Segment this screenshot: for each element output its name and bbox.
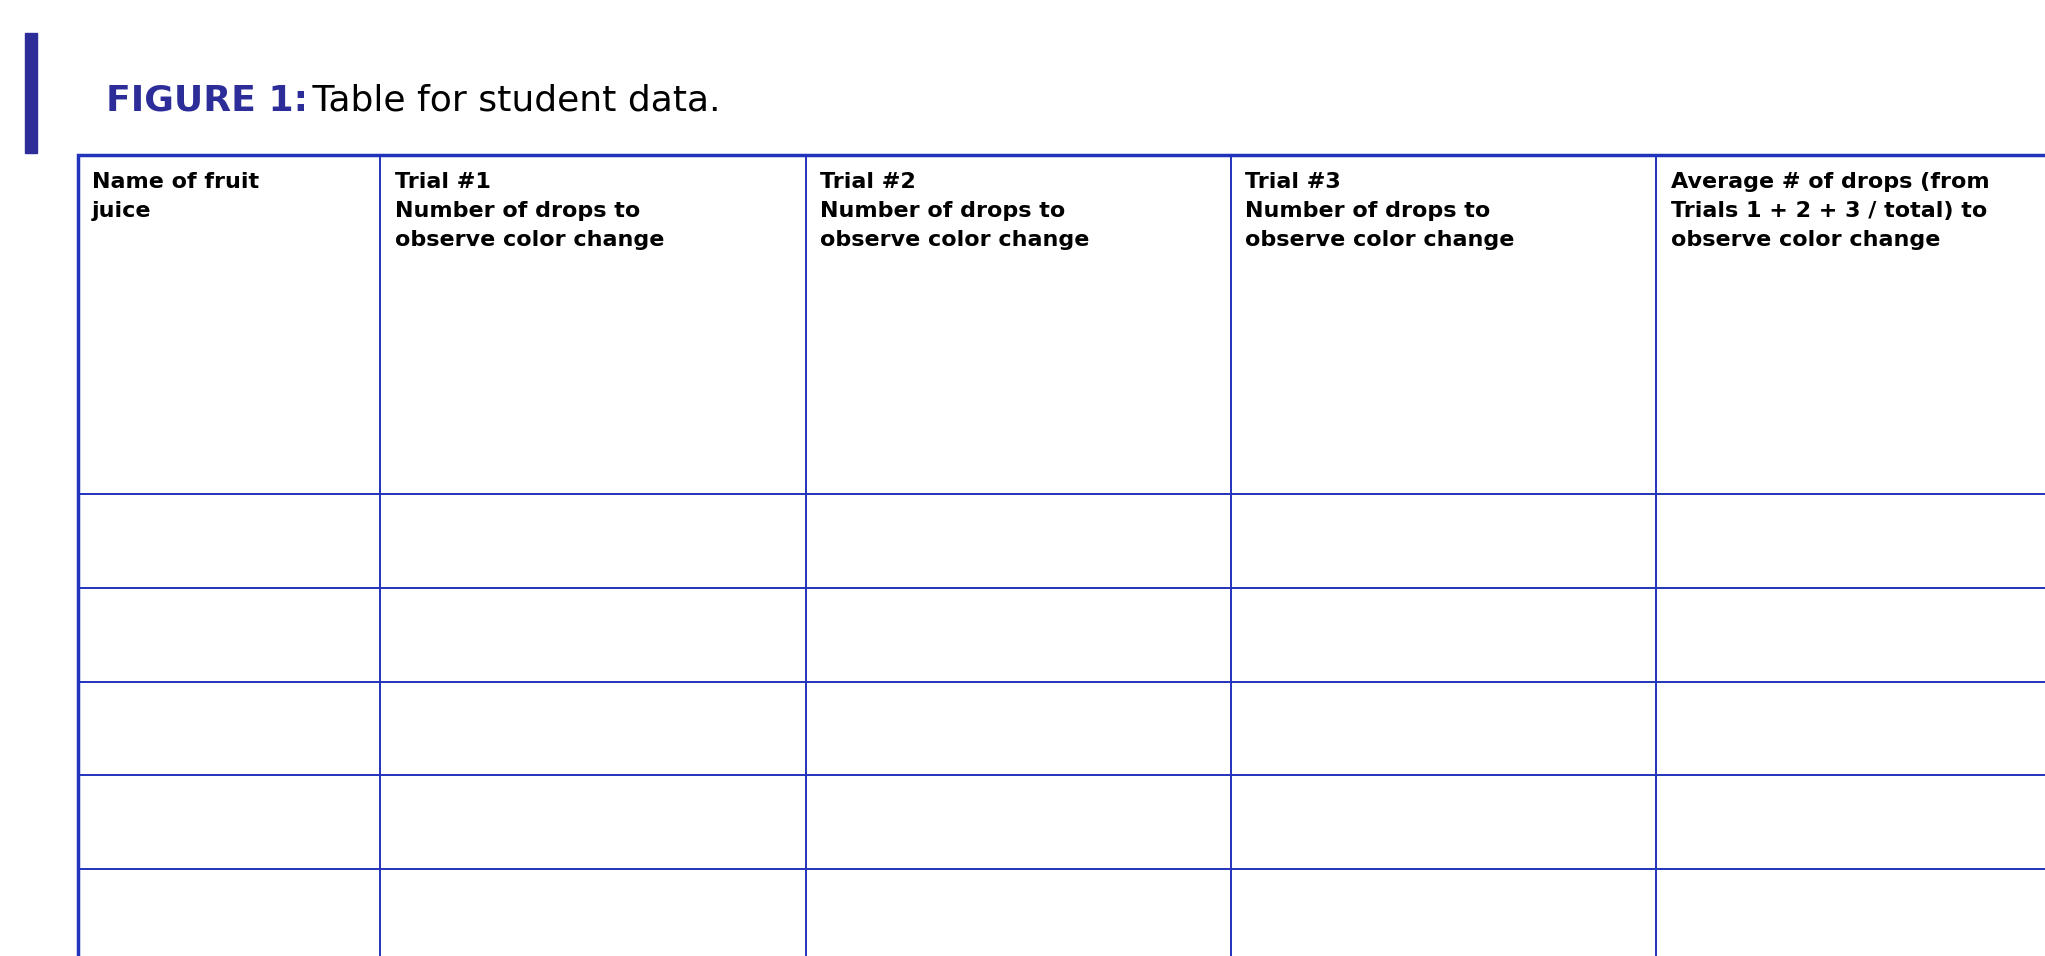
Text: Table for student data.: Table for student data.	[301, 83, 720, 118]
Text: FIGURE 1:: FIGURE 1:	[106, 83, 309, 118]
Text: Name of fruit
juice: Name of fruit juice	[92, 172, 260, 221]
Text: Average # of drops (from
Trials 1 + 2 + 3 / total) to
observe color change: Average # of drops (from Trials 1 + 2 + …	[1671, 172, 1990, 250]
Text: Trial #3
Number of drops to
observe color change: Trial #3 Number of drops to observe colo…	[1245, 172, 1515, 250]
Text: Trial #2
Number of drops to
observe color change: Trial #2 Number of drops to observe colo…	[820, 172, 1090, 250]
Text: Trial #1
Number of drops to
observe color change: Trial #1 Number of drops to observe colo…	[395, 172, 665, 250]
